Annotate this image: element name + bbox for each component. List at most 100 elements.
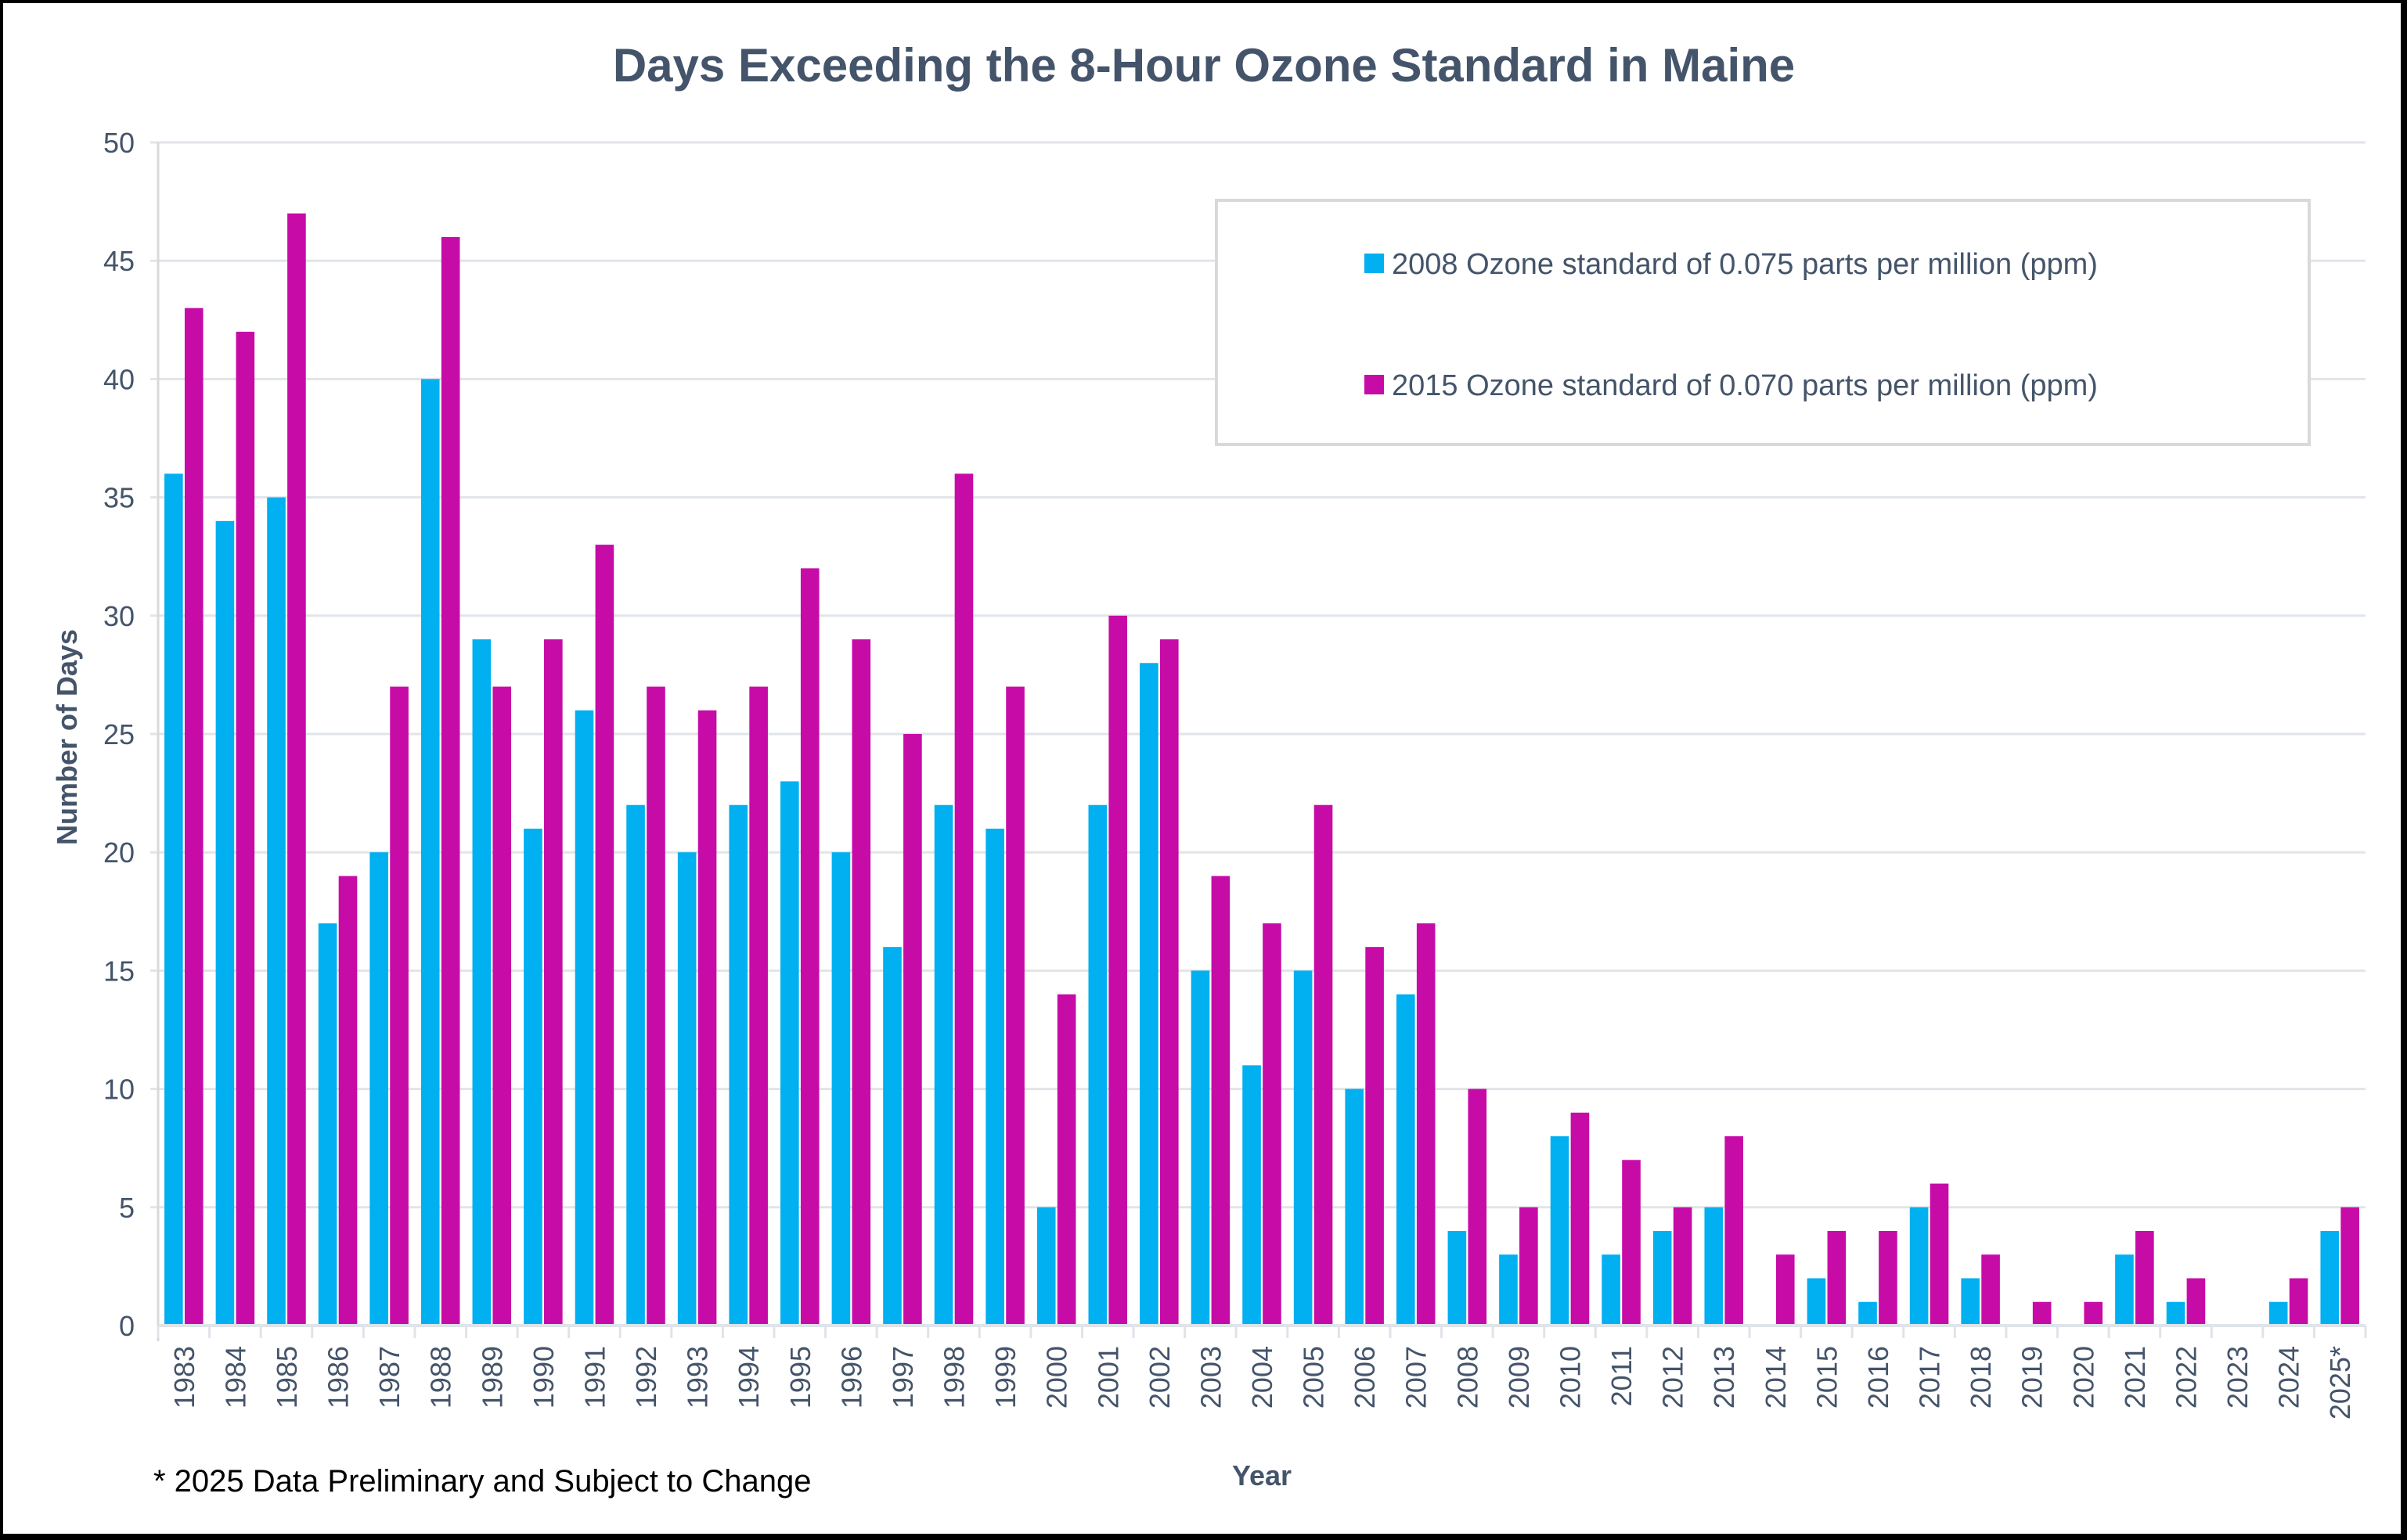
legend-swatch-2015-standard (1364, 375, 1384, 394)
x-tick-label: 2013 (1708, 1346, 1740, 1409)
x-tick-label: 2021 (2119, 1346, 2151, 1409)
bar-2008-standard-1995 (780, 781, 799, 1326)
x-axis-ticks: 1983 1984 1985 1986 1987 1988 1989 1990 1991 1992… (168, 1346, 2356, 1419)
x-tick-label: 2001 (1092, 1346, 1124, 1409)
y-tick-label: 25 (103, 718, 135, 750)
x-tick-label: 1997 (887, 1346, 919, 1409)
x-tick-label: 1984 (219, 1346, 251, 1409)
bar-2008-standard-2009 (1499, 1254, 1518, 1326)
x-tick-label: 1995 (784, 1346, 816, 1409)
x-tick-label: 2015 (1811, 1346, 1843, 1409)
x-tick-label: 2014 (1760, 1346, 1792, 1409)
bar-2015-standard-1984 (236, 331, 255, 1326)
bar-2015-standard-1985 (287, 213, 306, 1326)
bar-2015-standard-2012 (1673, 1207, 1692, 1326)
bar-2015-standard-2013 (1724, 1136, 1743, 1326)
x-tick-label: 2005 (1298, 1346, 1330, 1409)
bar-2015-standard-2019 (2032, 1301, 2052, 1326)
bar-2015-standard-2006 (1365, 947, 1384, 1326)
bar-2008-standard-2002 (1140, 663, 1158, 1326)
x-tick-label: 2025* (2324, 1346, 2356, 1419)
bar-2008-standard-2004 (1242, 1065, 1261, 1326)
bar-2015-standard-2018 (1981, 1254, 2000, 1326)
y-tick-label: 45 (103, 245, 135, 277)
x-axis (157, 1324, 2367, 1338)
bar-2008-standard-2015 (1807, 1278, 1826, 1326)
bar-2008-standard-2012 (1652, 1231, 1672, 1326)
bar-2008-standard-2001 (1088, 804, 1108, 1326)
x-tick-label: 2009 (1503, 1346, 1535, 1409)
bar-2015-standard-1989 (492, 686, 512, 1326)
x-tick-label: 1987 (373, 1346, 405, 1409)
bar-2015-standard-2003 (1211, 876, 1231, 1326)
bar-2008-standard-2010 (1550, 1136, 1569, 1326)
bar-2008-standard-1985 (267, 497, 286, 1326)
bar-2008-standard-1998 (934, 804, 953, 1326)
bar-2015-standard-1995 (800, 568, 820, 1326)
bar-2015-standard-2000 (1057, 994, 1076, 1326)
legend: 2008 Ozone standard of 0.075 parts per m… (1215, 199, 2311, 446)
bar-2008-standard-1989 (472, 639, 492, 1326)
bar-2015-standard-2007 (1416, 923, 1436, 1326)
bar-2015-standard-2004 (1263, 923, 1281, 1326)
bar-2008-standard-2000 (1036, 1207, 1056, 1326)
x-tick-label: 1985 (271, 1346, 303, 1409)
y-axis-title: Number of Days (51, 629, 83, 845)
bar-2015-standard-1990 (544, 639, 563, 1326)
bar-2015-standard-2015 (1827, 1231, 1847, 1326)
x-tick-label: 1992 (630, 1346, 662, 1409)
bar-2008-standard-2018 (1961, 1278, 1980, 1326)
bar-2008-standard-2025 (2320, 1231, 2340, 1326)
legend-label-2008-standard: 2008 Ozone standard of 0.075 parts per m… (1392, 248, 2098, 281)
footnote: * 2025 Data Preliminary and Subject to C… (153, 1464, 812, 1499)
bar-2008-standard-2011 (1602, 1254, 1620, 1326)
x-tick-label: 1991 (578, 1346, 611, 1409)
x-tick-label: 2006 (1349, 1346, 1381, 1409)
bar-2015-standard-1986 (338, 876, 358, 1326)
bar-2008-standard-2016 (1858, 1301, 1877, 1326)
bar-2008-standard-2007 (1396, 994, 1415, 1326)
y-tick-label: 10 (103, 1074, 135, 1106)
y-tick-label: 30 (103, 600, 135, 632)
bar-2015-standard-2001 (1108, 615, 1128, 1326)
x-tick-label: 2019 (2016, 1346, 2048, 1409)
bar-2008-standard-1996 (831, 852, 851, 1326)
bar-2008-standard-1991 (575, 710, 594, 1326)
bar-2008-standard-2006 (1345, 1088, 1364, 1326)
bar-2008-standard-1994 (729, 804, 748, 1326)
x-tick-label: 1993 (682, 1346, 714, 1409)
chart: Days Exceeding the 8-Hour Ozone Standard… (51, 39, 2367, 1499)
bar-2015-standard-2021 (2135, 1231, 2154, 1326)
bar-2015-standard-2009 (1519, 1207, 1538, 1326)
bar-2008-standard-1999 (986, 828, 1004, 1326)
bar-2008-standard-1983 (164, 473, 183, 1326)
x-tick-label: 1998 (939, 1346, 971, 1409)
x-tick-label: 2017 (1914, 1346, 1946, 1409)
bar-2008-standard-1993 (677, 852, 697, 1326)
x-tick-label: 1986 (322, 1346, 355, 1409)
x-tick-label: 2000 (1041, 1346, 1073, 1409)
bar-2008-standard-1987 (369, 852, 388, 1326)
x-tick-label: 1999 (989, 1346, 1022, 1409)
x-tick-label: 2023 (2221, 1346, 2254, 1409)
x-tick-label: 2018 (1965, 1346, 1997, 1409)
bars (164, 213, 2359, 1326)
bar-2015-standard-1998 (954, 473, 974, 1326)
bar-2015-standard-1999 (1006, 686, 1025, 1326)
x-tick-label: 2008 (1451, 1346, 1483, 1409)
bar-2015-standard-2020 (2084, 1301, 2103, 1326)
y-tick-label: 0 (119, 1310, 135, 1342)
bar-2015-standard-2016 (1879, 1231, 1897, 1326)
x-tick-label: 2012 (1657, 1346, 1689, 1409)
bar-2015-standard-1983 (184, 308, 204, 1326)
bar-2015-standard-1997 (903, 734, 922, 1326)
x-tick-label: 1983 (168, 1346, 200, 1409)
y-tick-label: 50 (103, 127, 135, 159)
bar-2008-standard-2008 (1447, 1231, 1467, 1326)
bar-2015-standard-2017 (1930, 1183, 1949, 1326)
y-tick-label: 5 (119, 1192, 135, 1224)
x-tick-label: 2011 (1605, 1346, 1638, 1406)
bar-2008-standard-2024 (2268, 1301, 2288, 1326)
bar-2015-standard-1996 (852, 639, 871, 1326)
x-tick-label: 2010 (1554, 1346, 1586, 1409)
